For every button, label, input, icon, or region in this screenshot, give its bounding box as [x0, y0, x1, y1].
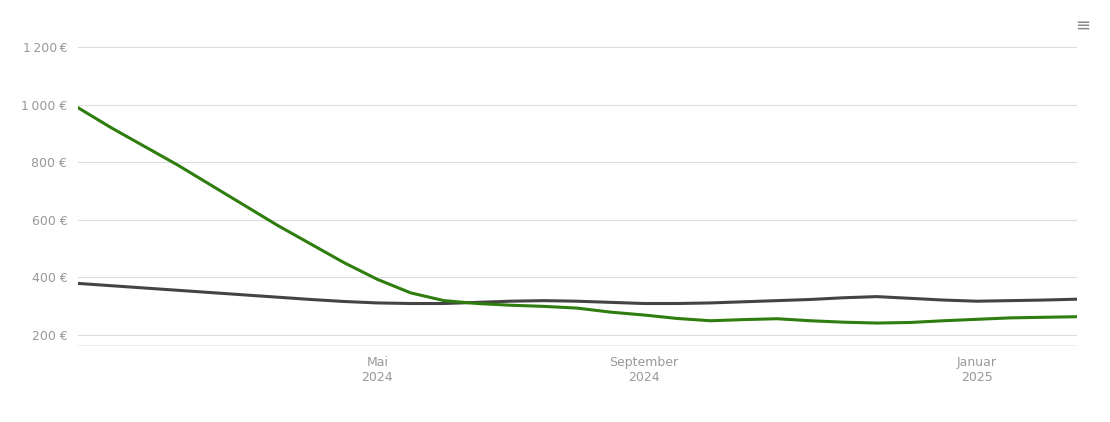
- Text: ≡: ≡: [1074, 17, 1090, 35]
